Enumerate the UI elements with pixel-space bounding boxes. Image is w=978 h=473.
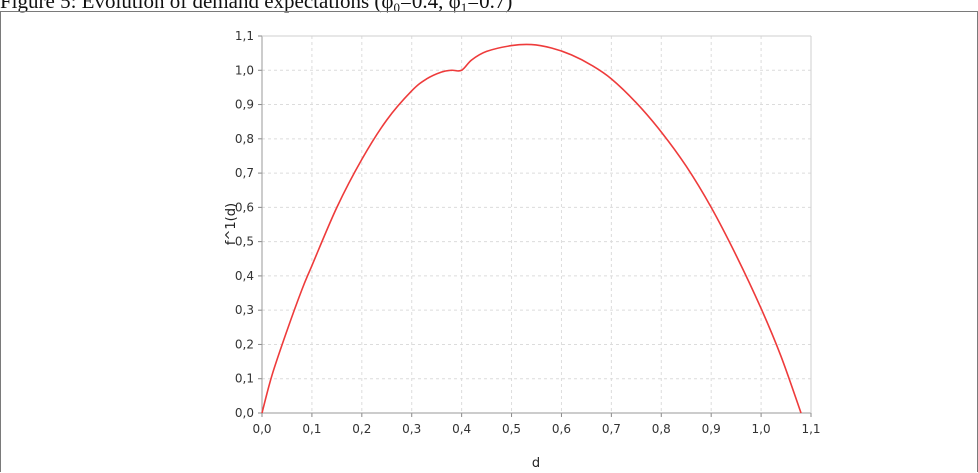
y-tick-label: 0,6 [235, 200, 254, 214]
axes [258, 35, 812, 417]
y-tick-label: 0,2 [235, 337, 254, 351]
caption-phi1-value: =0.7) [467, 0, 513, 13]
x-tick-label: 0,3 [402, 422, 421, 436]
y-tick-labels: 0,0 0,1 0,2 0,3 0,4 0,5 0,6 0,7 0,8 0,9 1,0 1,1 [235, 29, 254, 420]
x-tick-label: 1,0 [752, 422, 771, 436]
y-tick-label: 0,0 [235, 406, 254, 420]
caption-phi1: φ [448, 0, 461, 13]
series-line [261, 43, 802, 414]
y-tick-label: 0,1 [235, 372, 254, 386]
figure-caption: Figure 5: Evolution of demand expectatio… [0, 0, 978, 15]
y-axis-label: f^1(d) [224, 203, 239, 245]
y-tick-label: 0,9 [235, 98, 254, 112]
x-tick-label: 0,7 [602, 422, 621, 436]
y-tick-label: 0,4 [235, 269, 254, 283]
x-tick-label: 0,9 [702, 422, 721, 436]
x-axis-label: d [532, 456, 540, 471]
plot-area [262, 36, 811, 413]
y-tick-label: 1,1 [235, 29, 254, 43]
x-tick-label: 0,0 [252, 422, 271, 436]
caption-phi0: φ [381, 0, 394, 13]
x-tick-label: 0,1 [302, 422, 321, 436]
x-tick-labels: 0,0 0,1 0,2 0,3 0,4 0,5 0,6 0,7 0,8 0,9 1,0 1,1 [252, 422, 820, 436]
grid-lines [262, 36, 811, 413]
caption-phi0-value: =0.4, [400, 0, 449, 13]
y-tick-label: 0,8 [235, 132, 254, 146]
y-tick-label: 0,5 [235, 235, 254, 249]
x-tick-label: 0,4 [452, 422, 471, 436]
caption-phi0-sub: 0 [393, 0, 401, 15]
x-tick-label: 0,5 [502, 422, 521, 436]
x-tick-label: 0,8 [652, 422, 671, 436]
y-tick-label: 0,3 [235, 303, 254, 317]
x-tick-label: 0,6 [552, 422, 571, 436]
y-tick-label: 1,0 [235, 63, 254, 77]
y-tick-label: 0,7 [235, 166, 254, 180]
x-tick-label: 0,2 [352, 422, 371, 436]
caption-phi1-sub: 1 [460, 0, 468, 15]
x-tick-label: 1,1 [801, 422, 820, 436]
caption-text: Figure 5: Evolution of demand expectatio… [0, 0, 382, 13]
